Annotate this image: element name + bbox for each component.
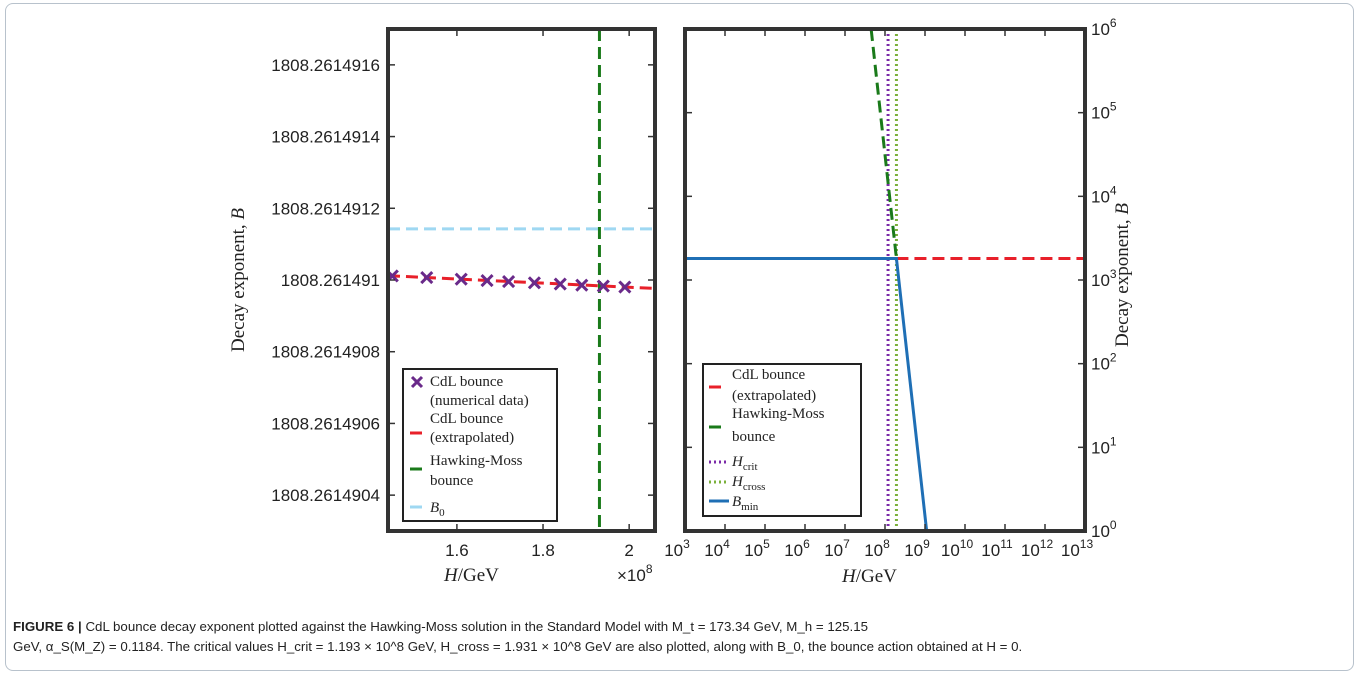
caption-text-1: CdL bounce decay exponent plotted agains…: [81, 619, 868, 634]
y-tick-label: 101: [1091, 434, 1117, 457]
cdl-data-point: [596, 279, 610, 293]
x-tick-label: 108: [864, 537, 890, 560]
x-tick-label: 1011: [981, 537, 1013, 560]
y-tick-label: 1808.2614916: [271, 56, 380, 75]
y-tick-label: 104: [1091, 183, 1117, 206]
legend-label: CdL bounce: [430, 411, 504, 427]
legend-label: (numerical data): [430, 393, 529, 409]
legend-label: (extrapolated): [430, 430, 514, 446]
left-plot-area: [388, 29, 655, 531]
legend-label: bounce: [732, 429, 776, 445]
caption-line-1: FIGURE 6 | CdL bounce decay exponent plo…: [13, 617, 1348, 637]
legend-box: [402, 368, 558, 522]
x-tick-label: 107: [824, 537, 850, 560]
b-min-line: [685, 256, 929, 531]
x-tick-label: 2: [624, 541, 633, 560]
right-plot-area: [685, 29, 1085, 531]
legend-label: Hcross: [731, 474, 765, 493]
legend-box: [702, 363, 862, 517]
left-chart: 1.6 1.8 2 1808.2614904 1808.2614906 1808.2614…: [228, 27, 657, 586]
legend-label: Hawking-Moss: [732, 406, 825, 422]
y-axis-label: Decay exponent, B: [1112, 203, 1133, 347]
cdl-data-point: [480, 273, 494, 288]
y-tick-label: 1808.2614906: [271, 414, 380, 433]
y-tick-label: 100: [1091, 518, 1117, 541]
legend-label: CdL bounce: [430, 374, 504, 390]
right-chart: 103 104 105 106 107 108 109 1010 1011 1012 1013100…: [664, 16, 1133, 587]
y-tick-label: 1808.2614912: [271, 199, 380, 218]
hawking-moss-line: [869, 29, 898, 259]
x-tick-label: 1013: [1061, 537, 1094, 560]
legend-label: (extrapolated): [732, 388, 816, 404]
caption-figure-label: FIGURE 6 |: [13, 619, 82, 634]
legend-label: Hcrit: [731, 454, 758, 473]
right-legend: CdL bounce (extrapolated) Hawking-Moss bou…: [702, 363, 862, 517]
x-tick-label: 1.8: [531, 541, 555, 560]
y-tick-label: 103: [1091, 267, 1117, 290]
y-tick-label: 106: [1091, 16, 1117, 39]
caption-line-2: GeV, α_S(M_Z) = 0.1184. The critical val…: [13, 639, 1023, 654]
x-tick-label: 103: [664, 537, 690, 560]
x-tick-label: 104: [704, 537, 730, 560]
x-tick-label: 106: [784, 537, 810, 560]
y-tick-label: 105: [1091, 100, 1117, 123]
y-tick-label: 102: [1091, 351, 1117, 374]
x-tick-label: 1012: [1021, 537, 1054, 560]
x-axis-label: H/GeV: [443, 565, 499, 586]
figure-caption: FIGURE 6 | CdL bounce decay exponent plo…: [13, 617, 1348, 657]
x-axis-label: H/GeV: [841, 566, 897, 587]
cdl-data-point: [454, 272, 468, 286]
y-tick-label: 1808.261491: [281, 271, 380, 290]
cdl-data-point: [618, 280, 632, 294]
legend-label: bounce: [430, 473, 474, 489]
legend-label: Bmin: [732, 494, 759, 513]
legend-label: CdL bounce: [732, 367, 806, 383]
x-tick-label: 1010: [941, 537, 974, 560]
left-legend: CdL bounce (numerical data) CdL bounce (ext…: [402, 368, 558, 522]
cdl-data-point: [553, 277, 567, 291]
cdl-extrapolated-line: [388, 274, 655, 290]
legend-marker-cdl-data: [410, 375, 424, 389]
legend-label: Hawking-Moss: [430, 453, 523, 469]
x-tick-label: 105: [744, 537, 770, 560]
legend-label: B0: [430, 500, 445, 519]
x-multiplier-label: ×108: [617, 562, 653, 585]
cdl-data-point: [527, 276, 541, 290]
y-tick-label: 1808.2614914: [271, 128, 380, 147]
x-tick-label: 1.6: [445, 541, 469, 560]
figure-frame: [5, 3, 1354, 671]
x-tick-label: 109: [904, 537, 930, 560]
y-tick-label: 1808.2614904: [271, 486, 380, 505]
cdl-data-point: [575, 278, 589, 292]
y-tick-label: 1808.2614908: [271, 343, 380, 362]
cdl-data-point: [420, 271, 434, 285]
y-axis-label: Decay exponent, B: [228, 208, 249, 352]
cdl-data-point: [502, 275, 516, 289]
